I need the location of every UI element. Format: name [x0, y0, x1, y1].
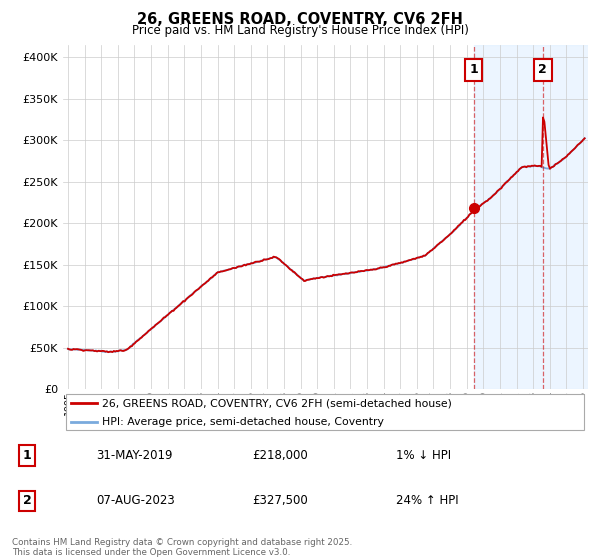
Text: Contains HM Land Registry data © Crown copyright and database right 2025.
This d: Contains HM Land Registry data © Crown c… — [12, 538, 352, 557]
Text: 1: 1 — [469, 63, 478, 76]
Text: 1% ↓ HPI: 1% ↓ HPI — [396, 449, 451, 462]
Text: Price paid vs. HM Land Registry's House Price Index (HPI): Price paid vs. HM Land Registry's House … — [131, 24, 469, 36]
Text: 26, GREENS ROAD, COVENTRY, CV6 2FH (semi-detached house): 26, GREENS ROAD, COVENTRY, CV6 2FH (semi… — [103, 398, 452, 408]
Text: £327,500: £327,500 — [252, 494, 308, 507]
Text: 24% ↑ HPI: 24% ↑ HPI — [396, 494, 458, 507]
Text: 1: 1 — [23, 449, 31, 462]
Text: HPI: Average price, semi-detached house, Coventry: HPI: Average price, semi-detached house,… — [103, 417, 384, 427]
Bar — [473, 45, 600, 389]
Text: 07-AUG-2023: 07-AUG-2023 — [96, 494, 175, 507]
Text: 2: 2 — [538, 63, 547, 76]
Text: 2: 2 — [23, 494, 31, 507]
Text: £218,000: £218,000 — [252, 449, 308, 462]
Text: 31-MAY-2019: 31-MAY-2019 — [96, 449, 173, 462]
Text: 26, GREENS ROAD, COVENTRY, CV6 2FH: 26, GREENS ROAD, COVENTRY, CV6 2FH — [137, 12, 463, 27]
FancyBboxPatch shape — [65, 394, 584, 430]
